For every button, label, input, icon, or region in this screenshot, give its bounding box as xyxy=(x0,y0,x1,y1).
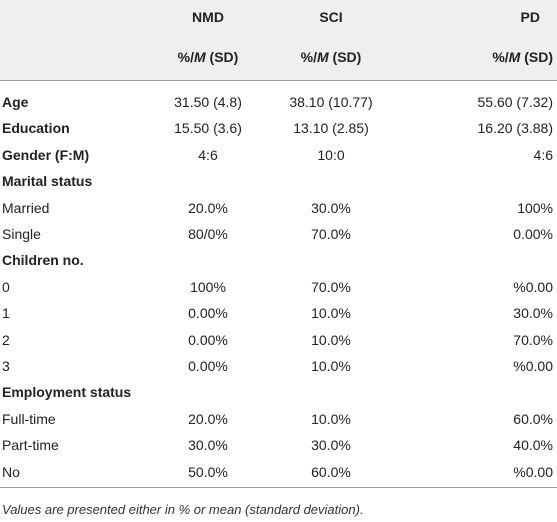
cell-value: 30.0% xyxy=(513,305,553,322)
cell-value: 80/0% xyxy=(188,226,228,242)
cell-value: %0.00 xyxy=(513,358,553,374)
unit-part: M xyxy=(508,49,521,65)
unit-part: (SD) xyxy=(328,49,362,65)
cell-value: %0.00 xyxy=(513,463,553,480)
column-unit: %/M (SD) xyxy=(108,48,308,66)
unit-part: M xyxy=(194,49,206,65)
cell-value: 70.0% xyxy=(513,331,553,348)
cell-value: 70.0% xyxy=(311,226,351,242)
cell-value: 100% xyxy=(517,199,553,216)
row-label: Single xyxy=(2,226,41,242)
unit-part: %/ xyxy=(492,49,509,65)
cell-value: 50.0% xyxy=(188,463,228,480)
cell-value: 38.10 (10.77) xyxy=(289,94,373,110)
unit-part: (SD) xyxy=(205,49,239,65)
cell-value: 0.00% xyxy=(188,305,228,322)
cell-value: 15.50 (3.6) xyxy=(174,120,242,137)
column-unit: %/M (SD) xyxy=(492,48,553,66)
column-header: NMD xyxy=(192,9,224,25)
cell-value: 13.10 (2.85) xyxy=(293,120,369,137)
row-label: Marital status xyxy=(2,173,93,190)
row-label: 2 xyxy=(2,331,10,348)
cell-value: 60.0% xyxy=(311,463,351,480)
cell-value: 100% xyxy=(190,278,226,295)
cell-value: 10.0% xyxy=(311,305,351,322)
row-label: Part-time xyxy=(2,437,59,454)
header-background xyxy=(0,0,557,80)
column-header: PD xyxy=(520,9,540,25)
cell-value: 55.60 (7.32) xyxy=(477,94,554,110)
cell-value: 70.0% xyxy=(311,278,351,295)
row-label: Children no. xyxy=(2,252,84,269)
cell-value: 60.0% xyxy=(513,410,553,427)
cell-value: 31.50 (4.8) xyxy=(174,94,242,110)
unit-part: %/ xyxy=(300,49,317,65)
cell-value: %0.00 xyxy=(513,278,553,295)
header-rule xyxy=(0,80,557,81)
row-label: Employment status xyxy=(2,384,132,401)
row-label: 3 xyxy=(2,358,10,374)
cell-value: 0.00% xyxy=(513,226,553,242)
row-label: No xyxy=(2,463,20,480)
row-label: Age xyxy=(2,94,29,110)
cell-value: 10.0% xyxy=(311,410,351,427)
unit-part: M xyxy=(317,49,329,65)
row-label: Gender (F:M) xyxy=(2,146,90,163)
row-label: 1 xyxy=(2,305,10,322)
cell-value: 4:6 xyxy=(533,146,553,163)
column-header: SCI xyxy=(319,9,343,25)
bottom-rule xyxy=(0,487,557,488)
cell-value: 30.0% xyxy=(311,199,351,216)
cell-value: 10:0 xyxy=(317,146,345,163)
cell-value: 30.0% xyxy=(311,437,351,454)
cell-value: 10.0% xyxy=(311,331,351,348)
cell-value: 0.00% xyxy=(188,358,228,374)
row-label: Married xyxy=(2,199,50,216)
row-label: Education xyxy=(2,120,70,137)
cell-value: 20.0% xyxy=(188,199,228,216)
cell-value: 10.0% xyxy=(311,358,351,374)
unit-part: %/ xyxy=(177,49,194,65)
cell-value: 4:6 xyxy=(198,146,218,163)
row-label: Full-time xyxy=(2,410,56,427)
column-unit: %/M (SD) xyxy=(231,48,431,66)
cell-value: 16.20 (3.88) xyxy=(477,120,554,137)
unit-part: (SD) xyxy=(520,49,553,65)
cell-value: 0.00% xyxy=(188,331,228,348)
row-label: 0 xyxy=(2,278,10,295)
cell-value: 40.0% xyxy=(513,437,553,454)
cell-value: 20.0% xyxy=(188,410,228,427)
cell-value: 30.0% xyxy=(188,437,228,454)
table-note: Values are presented either in % or mean… xyxy=(2,502,364,517)
